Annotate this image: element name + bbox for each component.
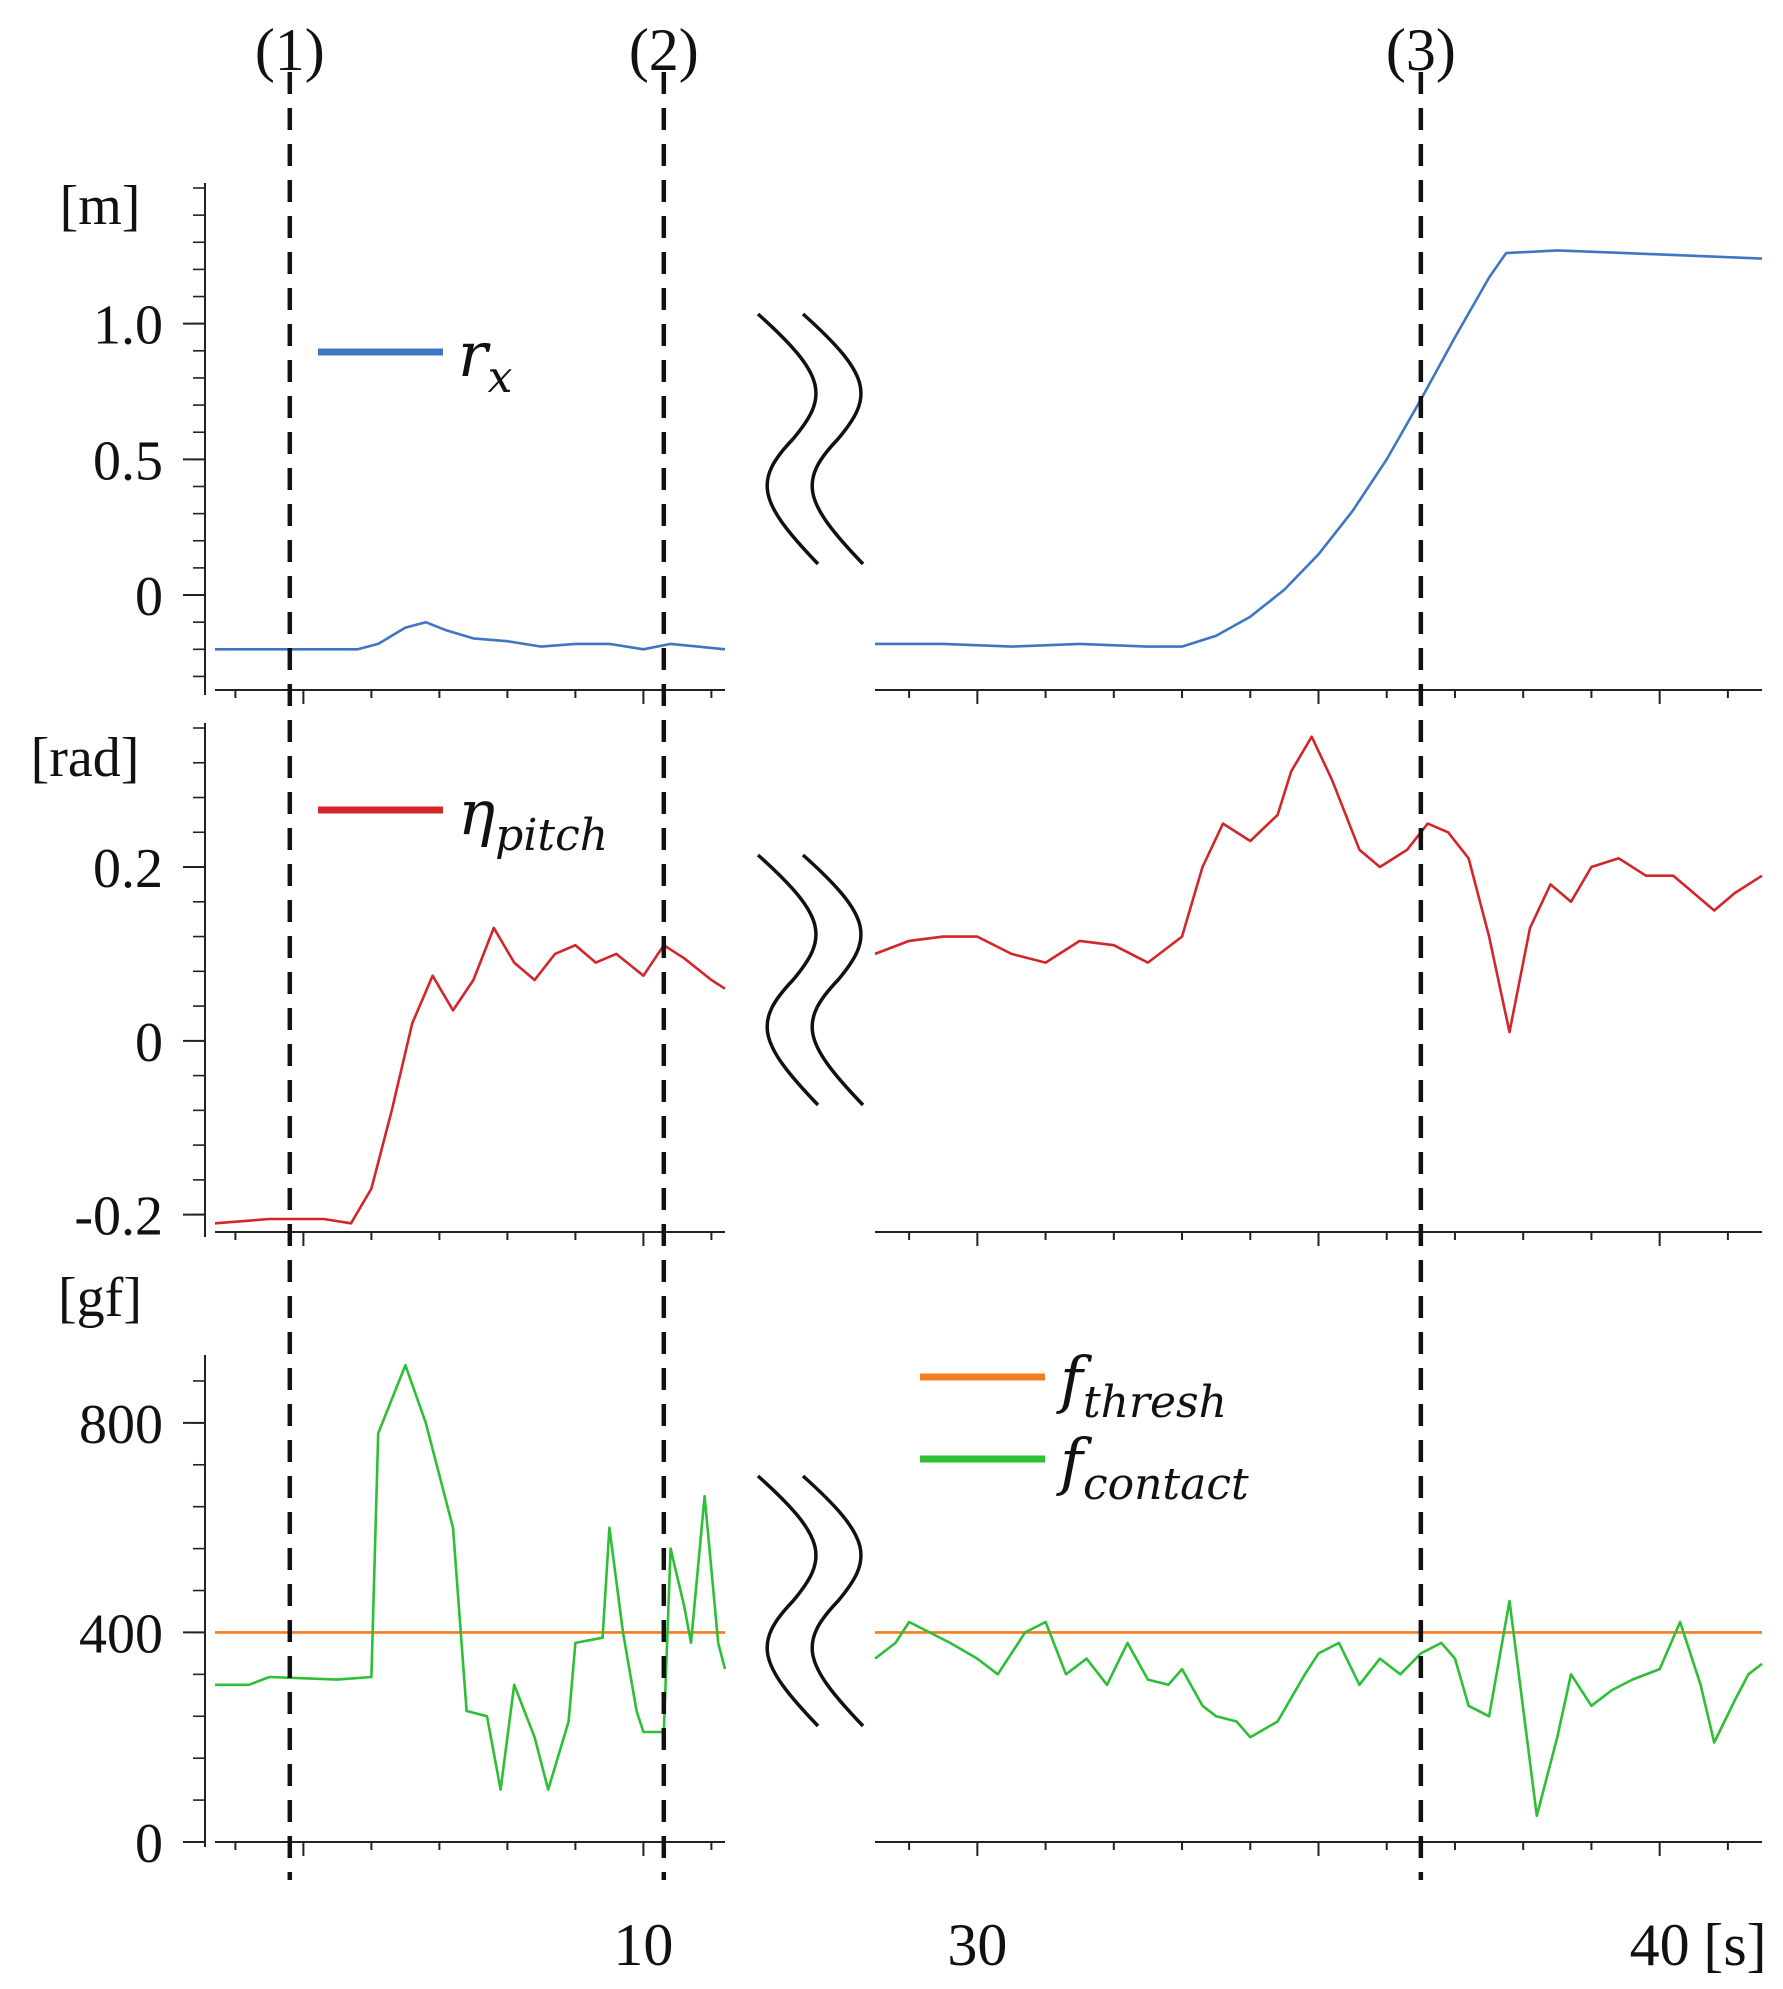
x-unit-label: [s]	[1703, 1912, 1766, 1978]
axis-break-mark	[801, 1474, 865, 1728]
legend-label-f_thresh: fthresh	[1056, 1343, 1227, 1428]
legend-subscript: thresh	[1083, 1377, 1227, 1428]
x-tick-label: 10	[613, 1912, 673, 1978]
axis-break-mark	[756, 1474, 820, 1728]
x-tick-label: 30	[947, 1912, 1007, 1978]
axis-break-mark	[756, 853, 820, 1107]
legend-label-f_contact: fcontact	[1056, 1425, 1249, 1510]
series-f_contact-left	[215, 1363, 727, 1791]
y-unit-label: [m]	[60, 175, 141, 237]
legend-label-r_x: rx	[458, 318, 513, 403]
series-r_x-right	[875, 249, 1763, 648]
event-label: (3)	[1386, 17, 1456, 83]
legend-main: η	[458, 776, 495, 849]
y-tick-label: -0.2	[74, 1186, 163, 1248]
legend-main: r	[458, 318, 491, 391]
legend-label-eta_pitch: ηpitch	[458, 776, 608, 861]
y-tick-label: 0	[135, 1813, 163, 1875]
axis-break-mark	[756, 312, 820, 566]
series-f_contact-right	[874, 1599, 1763, 1818]
event-label: (2)	[629, 17, 699, 83]
series-eta_pitch-left	[214, 926, 726, 1225]
series-eta_pitch-right	[874, 735, 1763, 1034]
y-tick-label: 800	[79, 1394, 163, 1456]
axis-break-mark	[801, 853, 865, 1107]
y-tick-label: 0	[135, 1012, 163, 1074]
event-label: (1)	[255, 17, 325, 83]
legend-subscript: contact	[1083, 1459, 1249, 1510]
y-tick-label: 1.0	[93, 295, 163, 357]
y-tick-label: 0.5	[93, 430, 163, 492]
x-tick-label: 40	[1630, 1912, 1690, 1978]
y-unit-label: [rad]	[31, 727, 140, 789]
axis-break-mark	[801, 312, 865, 566]
y-tick-label: 0.2	[93, 838, 163, 900]
y-unit-label: [gf]	[58, 1267, 142, 1329]
y-tick-label: 0	[135, 566, 163, 628]
series-r_x-left	[215, 620, 726, 651]
legend-subscript: x	[488, 352, 513, 403]
y-tick-label: 400	[79, 1603, 163, 1665]
legend-subscript: pitch	[495, 810, 608, 861]
